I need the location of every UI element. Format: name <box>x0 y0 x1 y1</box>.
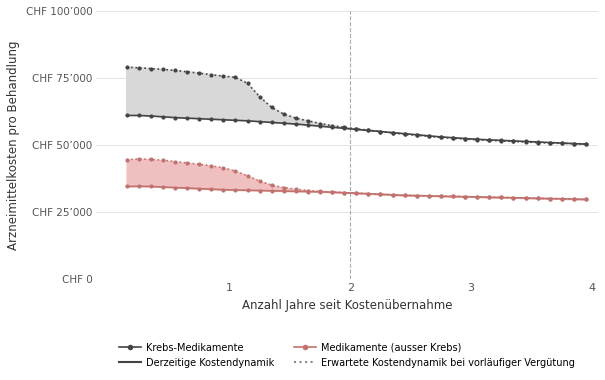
Y-axis label: Arzneimittelkosten pro Behandlung: Arzneimittelkosten pro Behandlung <box>7 40 20 250</box>
Legend: Krebs-Medikamente, Derzeitige Kostendynamik, Medikamente (ausser Krebs), Erwarte: Krebs-Medikamente, Derzeitige Kostendyna… <box>119 343 575 367</box>
X-axis label: Anzahl Jahre seit Kostenübernahme: Anzahl Jahre seit Kostenübernahme <box>242 299 453 312</box>
